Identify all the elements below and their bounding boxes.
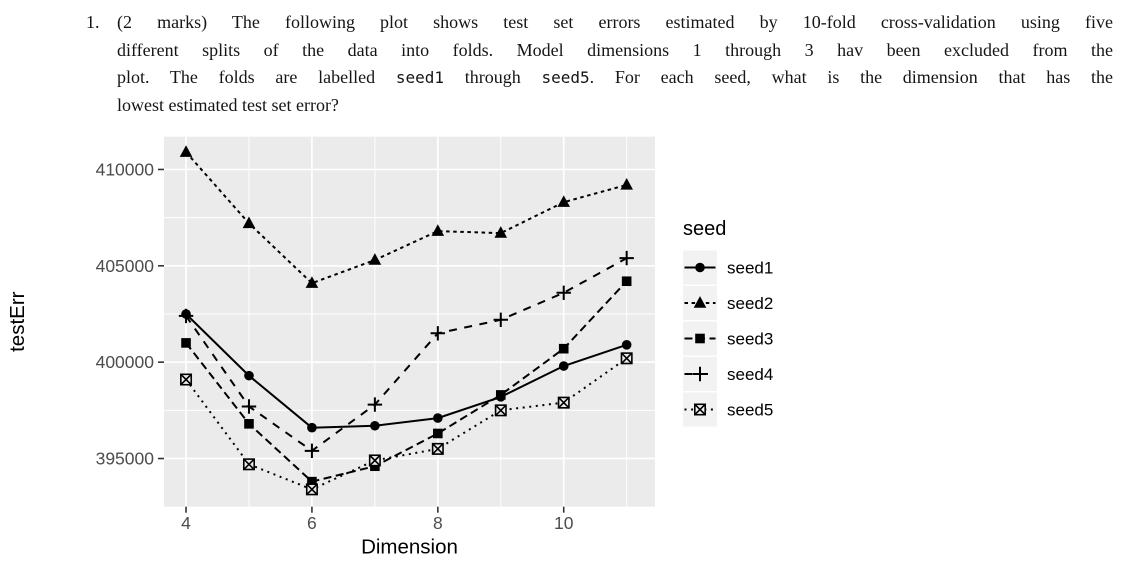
series-seed2-markers	[179, 145, 633, 288]
series-seed2-line	[185, 151, 627, 285]
x-tick-label: 4	[181, 513, 191, 533]
legend-label-seed4: seed4	[727, 365, 773, 384]
y-tick-label: 400000	[96, 352, 155, 372]
y-tick-label: 405000	[96, 256, 155, 276]
legend-key-seed5	[683, 392, 717, 427]
y-axis-title: testErr	[6, 291, 29, 352]
series-seed4	[178, 250, 634, 459]
question-line-1: (2 marks) The following plot shows test …	[117, 9, 1113, 37]
x-axis-title: Dimension	[361, 536, 458, 559]
question-text-segment: different splits of the data into folds.…	[117, 39, 1113, 60]
x-tick-label: 10	[554, 513, 574, 533]
gridlines-minor	[164, 136, 655, 507]
series-seed3-line	[185, 280, 628, 483]
question-line-4: lowest estimated test set error?	[117, 92, 1113, 120]
question-text: (2 marks) The following plot shows test …	[117, 9, 1113, 119]
code-seed5: seed5	[541, 68, 590, 88]
legend-label-seed2: seed2	[727, 294, 773, 313]
chart-svg: 4 6 8 10 395000 400000 405000 410000 Dimension te…	[6, 136, 773, 559]
series-seed5-markers	[180, 352, 633, 496]
legend-label-seed1: seed1	[727, 259, 773, 278]
y-axis: 395000 400000 405000 410000	[96, 159, 164, 469]
x-tick-label: 6	[307, 513, 317, 533]
legend-label-seed5: seed5	[727, 401, 773, 420]
series-seed4-markers	[178, 250, 634, 459]
x-tick-label: 8	[433, 513, 443, 533]
series-seed4-line	[185, 257, 628, 453]
legend-key-seed4	[683, 357, 717, 391]
series-seed2	[179, 145, 633, 288]
legend-key-seed2	[683, 286, 717, 320]
question-line-3: plot. The folds are labelled seed1 throu…	[117, 64, 1113, 92]
legend-title: seed	[683, 218, 726, 240]
plot-panel	[164, 136, 655, 507]
cv-error-chart: 4 6 8 10 395000 400000 405000 410000 Dimension te…	[0, 125, 800, 583]
question-text-segment: . For each seed, what is the dimension t…	[589, 67, 1113, 88]
question-text-segment: through	[444, 67, 542, 88]
question-text-segment: lowest estimated test set error?	[117, 94, 339, 115]
question-number: 1.	[86, 12, 100, 32]
legend-key-seed1	[683, 250, 717, 285]
y-tick-label: 410000	[96, 159, 155, 179]
series-seed1-line	[185, 313, 628, 429]
x-axis: 4 6 8 10	[181, 506, 574, 533]
legend-key-seed3	[683, 321, 717, 356]
question-line-2: different splits of the data into folds.…	[117, 37, 1113, 65]
question-text-segment: plot. The folds are labelled	[117, 67, 396, 88]
code-seed1: seed1	[395, 68, 444, 88]
question-text-segment: (2 marks) The following plot shows test …	[117, 12, 1113, 32]
legend-label-seed3: seed3	[727, 330, 773, 349]
question-block: 1. (2 marks) The following plot shows te…	[0, 9, 1137, 119]
series-seed5	[180, 352, 633, 496]
y-tick-label: 395000	[96, 449, 155, 469]
